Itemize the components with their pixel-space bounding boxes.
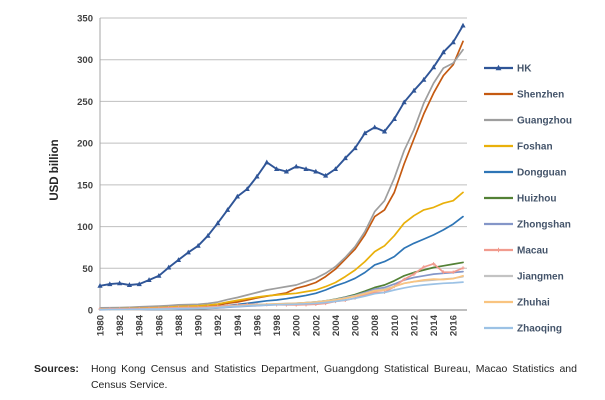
- x-tick-label: 1990: [194, 315, 205, 336]
- y-tick-label: 100: [77, 222, 93, 233]
- legend-label-zhuhai: Zhuhai: [517, 298, 550, 309]
- x-tick-label: 1982: [115, 315, 126, 336]
- series-marker-hk: [195, 242, 201, 248]
- series-marker-macau: [441, 270, 446, 274]
- series-marker-hk: [136, 281, 142, 287]
- series-line-hk: [99, 24, 464, 287]
- x-tick-label: 1988: [174, 315, 185, 336]
- series-line-foshan: [99, 191, 464, 310]
- x-tick-label: 1986: [154, 315, 165, 336]
- legend-marker-hk: [495, 64, 502, 71]
- y-tick-label: 150: [77, 180, 93, 191]
- legend-label-foshan: Foshan: [517, 142, 553, 153]
- sources-note: Sources: Hong Kong Census and Statistics…: [34, 361, 577, 394]
- series-marker-hk: [313, 168, 319, 174]
- y-axis-title: USD billion: [49, 139, 61, 200]
- series-line-huizhou: [99, 261, 464, 311]
- series-marker-hk: [97, 283, 103, 288]
- series-marker-hk: [254, 173, 260, 179]
- series-line-shenzhen: [99, 40, 464, 311]
- series-line-dongguan: [99, 215, 464, 311]
- series-marker-hk: [215, 220, 221, 226]
- series-marker-hk: [342, 155, 348, 161]
- series-marker-hk: [430, 64, 437, 70]
- series-marker-hk: [460, 22, 466, 28]
- legend-label-huizhou: Huizhou: [517, 194, 556, 205]
- series-marker-hk: [411, 87, 417, 93]
- series-marker-hk: [175, 257, 182, 262]
- legend-label-zhaoqing: Zhaoqing: [517, 324, 562, 335]
- series-marker-hk: [185, 249, 191, 255]
- legend-label-guangzhou: Guangzhou: [517, 116, 572, 127]
- legend-label-zhongshan: Zhongshan: [517, 220, 571, 231]
- series-marker-hk: [264, 159, 270, 165]
- series-marker-hk: [372, 124, 378, 130]
- series-marker-hk: [381, 128, 388, 134]
- x-tick-label: 2014: [429, 314, 440, 336]
- x-tick-label: 1996: [252, 315, 263, 336]
- series-marker-hk: [244, 186, 250, 192]
- series-marker-hk: [107, 281, 113, 287]
- x-tick-label: 2016: [449, 315, 460, 336]
- series-marker-hk: [273, 166, 280, 172]
- y-tick-label: 50: [82, 264, 93, 275]
- y-tick-label: 300: [77, 55, 93, 66]
- x-tick-label: 2002: [311, 315, 322, 336]
- x-tick-label: 1984: [135, 314, 146, 336]
- sources-text: Hong Kong Census and Statistics Departme…: [90, 363, 577, 392]
- series-marker-hk: [146, 277, 152, 282]
- series-line-zhaoqing: [99, 281, 464, 311]
- sources-label: Sources:: [34, 363, 79, 375]
- x-tick-label: 1992: [213, 315, 224, 336]
- series-marker-hk: [283, 168, 290, 174]
- y-tick-label: 200: [77, 139, 93, 150]
- series-marker-macau: [461, 266, 465, 270]
- legend-label-macau: Macau: [517, 246, 548, 257]
- x-tick-label: 2004: [331, 314, 342, 336]
- series-marker-hk: [205, 232, 211, 238]
- x-tick-label: 2010: [390, 315, 401, 336]
- legend-label-shenzhen: Shenzhen: [517, 90, 564, 101]
- x-tick-label: 2008: [370, 315, 381, 336]
- y-tick-label: 350: [77, 14, 93, 25]
- x-tick-label: 1980: [96, 315, 107, 336]
- series-marker-hk: [117, 280, 123, 286]
- x-tick-label: 1998: [272, 315, 283, 336]
- series-marker-macau: [412, 272, 416, 276]
- x-tick-label: 2012: [409, 315, 420, 336]
- series-marker-hk: [401, 99, 407, 105]
- series-marker-hk: [166, 264, 172, 270]
- series-marker-macau: [431, 262, 436, 266]
- x-tick-label: 1994: [233, 314, 244, 336]
- x-tick-label: 2006: [351, 315, 362, 336]
- y-tick-label: 0: [88, 306, 93, 317]
- series-marker-hk: [332, 166, 339, 172]
- series-marker-hk: [440, 49, 446, 55]
- series-marker-hk: [391, 116, 397, 121]
- series-marker-hk: [156, 272, 162, 278]
- series-marker-hk: [421, 76, 427, 82]
- y-tick-label: 250: [77, 97, 93, 108]
- legend-marker-macau: [496, 247, 501, 253]
- series-marker-hk: [352, 145, 358, 151]
- series-marker-macau: [402, 277, 406, 282]
- legend-label-dongguan: Dongguan: [517, 168, 566, 179]
- legend-label-hk: HK: [517, 64, 532, 75]
- series-marker-hk: [224, 207, 231, 212]
- series-marker-hk: [303, 166, 309, 172]
- gdp-line-chart: 0 50 100 150 200 250 300 350 1980 1982 1984 1986 198…: [49, 14, 572, 337]
- series-marker-hk: [362, 130, 368, 136]
- series-marker-macau: [451, 270, 455, 274]
- legend-label-jiangmen: Jiangmen: [517, 272, 564, 283]
- x-tick-label: 2000: [292, 315, 303, 336]
- series-marker-macau: [422, 265, 426, 269]
- series-marker-hk: [126, 282, 133, 287]
- series-marker-hk: [323, 172, 329, 178]
- series-marker-hk: [293, 163, 299, 169]
- series-marker-hk: [234, 193, 240, 199]
- series-line-guangzhou: [99, 48, 464, 309]
- series-marker-hk: [450, 39, 456, 45]
